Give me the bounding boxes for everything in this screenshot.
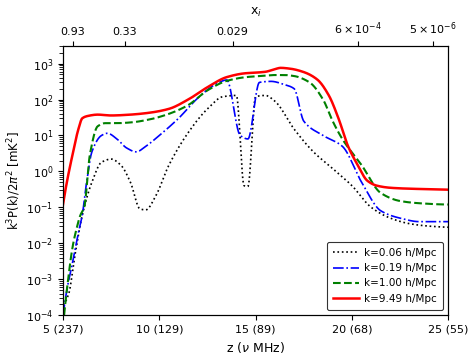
k=9.49 h/Mpc	[353, 159, 358, 164]
Line: k=1.00 h/Mpc: k=1.00 h/Mpc	[63, 75, 448, 326]
k=1.00 h/Mpc	[446, 202, 451, 206]
k=9.49 h/Mpc	[446, 187, 451, 192]
k=9.49 h/Mpc	[60, 202, 66, 206]
X-axis label: z ($\nu$ MHz): z ($\nu$ MHz)	[226, 340, 285, 356]
k=0.06 h/Mpc	[392, 218, 398, 222]
k=0.06 h/Mpc	[353, 188, 358, 192]
Legend: k=0.06 h/Mpc, k=0.19 h/Mpc, k=1.00 h/Mpc, k=9.49 h/Mpc: k=0.06 h/Mpc, k=0.19 h/Mpc, k=1.00 h/Mpc…	[327, 242, 443, 310]
k=1.00 h/Mpc	[306, 80, 312, 84]
k=0.06 h/Mpc	[294, 131, 300, 135]
k=9.49 h/Mpc	[278, 66, 284, 70]
k=0.06 h/Mpc	[446, 225, 451, 229]
k=1.00 h/Mpc	[392, 198, 398, 202]
Y-axis label: k$^3$P(k)/2$\pi^2$ [mK$^2$]: k$^3$P(k)/2$\pi^2$ [mK$^2$]	[6, 131, 23, 230]
k=0.06 h/Mpc	[233, 93, 239, 97]
k=0.06 h/Mpc	[306, 145, 312, 149]
k=1.00 h/Mpc	[60, 324, 66, 328]
k=1.00 h/Mpc	[84, 185, 90, 190]
Line: k=0.06 h/Mpc: k=0.06 h/Mpc	[63, 95, 448, 304]
k=0.06 h/Mpc	[84, 196, 90, 200]
k=1.00 h/Mpc	[294, 75, 300, 79]
X-axis label: x$_i$: x$_i$	[250, 5, 262, 19]
k=0.19 h/Mpc	[284, 83, 290, 88]
Line: k=9.49 h/Mpc: k=9.49 h/Mpc	[63, 68, 448, 204]
k=0.19 h/Mpc	[84, 180, 90, 184]
k=0.19 h/Mpc	[60, 313, 66, 317]
k=1.00 h/Mpc	[272, 73, 278, 77]
k=9.49 h/Mpc	[306, 72, 312, 77]
k=0.19 h/Mpc	[353, 168, 358, 173]
k=0.06 h/Mpc	[284, 116, 290, 121]
k=9.49 h/Mpc	[284, 66, 290, 70]
k=9.49 h/Mpc	[84, 114, 90, 118]
k=0.19 h/Mpc	[446, 219, 451, 224]
k=0.19 h/Mpc	[306, 125, 312, 129]
k=0.19 h/Mpc	[224, 78, 229, 82]
k=9.49 h/Mpc	[392, 186, 398, 190]
Line: k=0.19 h/Mpc: k=0.19 h/Mpc	[63, 80, 448, 315]
k=1.00 h/Mpc	[284, 73, 290, 77]
k=1.00 h/Mpc	[353, 155, 358, 160]
k=0.19 h/Mpc	[294, 95, 300, 99]
k=0.06 h/Mpc	[60, 302, 66, 306]
k=9.49 h/Mpc	[294, 68, 300, 72]
k=0.19 h/Mpc	[392, 215, 398, 219]
